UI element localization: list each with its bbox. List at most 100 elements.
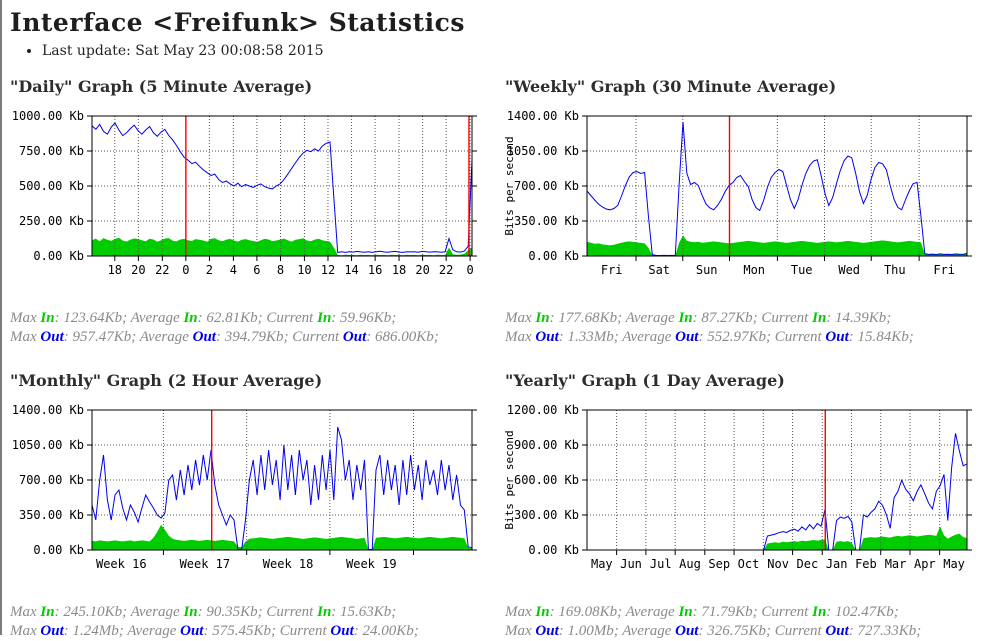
monthly-section: "Monthly" Graph (2 Hour Average) 1400.00 … <box>6 371 501 641</box>
stat-cur-label: : 71.79Kb; Current <box>692 604 813 620</box>
stat-avg-label: : 1.24Mb; Average <box>63 623 181 639</box>
daily-xtick-label: 0 <box>466 263 473 277</box>
stat-max-label: Max <box>10 310 41 326</box>
weekly-xtick-label: Thu <box>884 263 906 277</box>
stat-dir-in: In <box>183 604 198 620</box>
daily-xtick-label: 18 <box>108 263 122 277</box>
daily-stats-in: Max In: 123.64Kb; Average In: 62.81Kb; C… <box>10 309 501 328</box>
weekly-ytick-label: 1050.00 Kb <box>507 144 579 158</box>
yearly-heading: "Yearly" Graph (1 Day Average) <box>505 371 785 390</box>
weekly-xtick-label: Wed <box>838 263 860 277</box>
yearly-xtick-label: Jul <box>650 557 672 571</box>
stat-cur-label: : 326.75Kb; Current <box>698 623 826 639</box>
stat-max-label: Max <box>505 329 536 345</box>
stat-dir-out: Out <box>40 623 64 639</box>
daily-xtick-label: 18 <box>392 263 406 277</box>
daily-section: "Daily" Graph (5 Minute Average) 1000.00 … <box>6 77 501 347</box>
weekly-xtick-label: Sun <box>696 263 718 277</box>
page-title: Interface <Freifunk> Statistics <box>10 8 465 37</box>
stat-dir-out: Out <box>192 329 216 345</box>
last-update: Last update: Sat May 23 00:08:58 2015 <box>42 43 990 59</box>
weekly-stats-out: Max Out: 1.33Mb; Average Out: 552.97Kb; … <box>505 328 990 347</box>
yearly-xtick-label: Feb <box>855 557 877 571</box>
stat-dir-out: Out <box>40 329 64 345</box>
yearly-ytick-label: 300.00 Kb <box>514 508 579 522</box>
yearly-xtick-label: Apr <box>914 557 936 571</box>
weekly-xtick-label: Sat <box>648 263 670 277</box>
daily-ytick-label: 0.00 Kb <box>33 249 84 263</box>
weekly-xtick-label: Mon <box>743 263 765 277</box>
stat-max-label: Max <box>10 604 41 620</box>
stat-cur-value: : 727.33Kb; <box>848 623 922 639</box>
yearly-xtick-label: Sep <box>708 557 730 571</box>
daily-xtick-label: 20 <box>415 263 429 277</box>
stat-dir-in: In <box>812 310 827 326</box>
monthly-in-area <box>92 524 472 550</box>
stat-cur-label: : 62.81Kb; Current <box>197 310 318 326</box>
stat-cur-value: : 686.00Kb; <box>366 329 439 345</box>
yearly-stats-out: Max Out: 1.00Mb; Average Out: 326.75Kb; … <box>505 622 990 641</box>
monthly-stats-out: Max Out: 1.24Mb; Average Out: 575.45Kb; … <box>10 622 501 641</box>
yearly-xtick-label: May <box>943 557 965 571</box>
daily-heading: "Daily" Graph (5 Minute Average) <box>10 77 313 96</box>
daily-xtick-label: 0 <box>182 263 189 277</box>
yearly-xtick-label: Jan <box>826 557 848 571</box>
daily-ytick-label: 250.00 Kb <box>19 214 84 228</box>
yearly-ytick-label: 1200.00 Kb <box>507 403 579 417</box>
stat-dir-in: In <box>678 604 693 620</box>
stat-cur-value: : 24.00Kb; <box>353 623 419 639</box>
daily-out-line <box>91 122 473 254</box>
monthly-out-line <box>91 426 473 550</box>
last-update-list: Last update: Sat May 23 00:08:58 2015 <box>42 43 990 59</box>
monthly-graph: 1400.00 Kb 1050.00 Kb 700.00 Kb 350.00 Kb 0.… <box>12 403 477 571</box>
monthly-ytick-label: 700.00 Kb <box>19 473 84 487</box>
stat-dir-out: Out <box>180 623 204 639</box>
stat-dir-out: Out <box>825 329 849 345</box>
stat-dir-in: In <box>183 310 198 326</box>
stat-dir-in: In <box>40 604 55 620</box>
daily-xtick-label: 4 <box>230 263 237 277</box>
yearly-ytick-label: 600.00 Kb <box>514 473 579 487</box>
monthly-ytick-label: 1400.00 Kb <box>12 403 84 417</box>
daily-xtick-label: 14 <box>344 263 358 277</box>
stat-dir-in: In <box>812 604 827 620</box>
stat-cur-value: : 14.39Kb; <box>826 310 892 326</box>
yearly-xtick-label: Nov <box>767 557 789 571</box>
daily-ytick-label: 1000.00 Kb <box>12 109 84 123</box>
weekly-heading: "Weekly" Graph (30 Minute Average) <box>505 77 837 96</box>
stat-dir-in: In <box>317 310 332 326</box>
daily-xtick-label: 10 <box>297 263 311 277</box>
stat-max-label: Max <box>505 310 536 326</box>
daily-xtick-label: 22 <box>155 263 169 277</box>
monthly-ytick-label: 1050.00 Kb <box>12 438 84 452</box>
graphs-grid: "Daily" Graph (5 Minute Average) 1000.00 … <box>6 77 990 641</box>
stat-dir-out: Out <box>342 329 367 345</box>
monthly-stats: Max In: 245.10Kb; Average In: 90.35Kb; C… <box>10 603 501 641</box>
yearly-in-area <box>587 526 967 550</box>
stat-cur-label: : 552.97Kb; Current <box>698 329 826 345</box>
monthly-ytick-label: 0.00 Kb <box>33 543 84 557</box>
weekly-xtick-label: Fri <box>933 263 955 277</box>
daily-xtick-label: 2 <box>206 263 213 277</box>
daily-xtick-label: 8 <box>277 263 284 277</box>
stat-dir-out: Out <box>330 623 354 639</box>
stat-cur-label: : 90.35Kb; Current <box>197 604 318 620</box>
yearly-stats: Max In: 169.08Kb; Average In: 71.79Kb; C… <box>505 603 990 641</box>
weekly-xtick-label: Fri <box>601 263 623 277</box>
yearly-xtick-label: Oct <box>738 557 760 571</box>
daily-ytick-label: 500.00 Kb <box>19 179 84 193</box>
stat-avg-label: : 169.08Kb; Average <box>549 604 679 620</box>
weekly-graph: 1400.00 Kb 1050.00 Kb 700.00 Kb 350.00 Kb 0.… <box>503 109 972 277</box>
daily-stats: Max In: 123.64Kb; Average In: 62.81Kb; C… <box>10 309 501 347</box>
weekly-stats-in: Max In: 177.68Kb; Average In: 87.27Kb; C… <box>505 309 990 328</box>
yearly-xtick-label: Mar <box>885 557 907 571</box>
stat-cur-value: : 15.84Kb; <box>848 329 914 345</box>
weekly-ytick-label: 0.00 Kb <box>528 249 579 263</box>
monthly-xtick-label: Week 16 <box>96 557 147 571</box>
yearly-xtick-label: May <box>591 557 613 571</box>
daily-ytick-label: 750.00 Kb <box>19 144 84 158</box>
stat-cur-value: : 59.96Kb; <box>331 310 397 326</box>
stat-cur-value: : 15.63Kb; <box>331 604 397 620</box>
stat-max-label: Max <box>505 623 536 639</box>
